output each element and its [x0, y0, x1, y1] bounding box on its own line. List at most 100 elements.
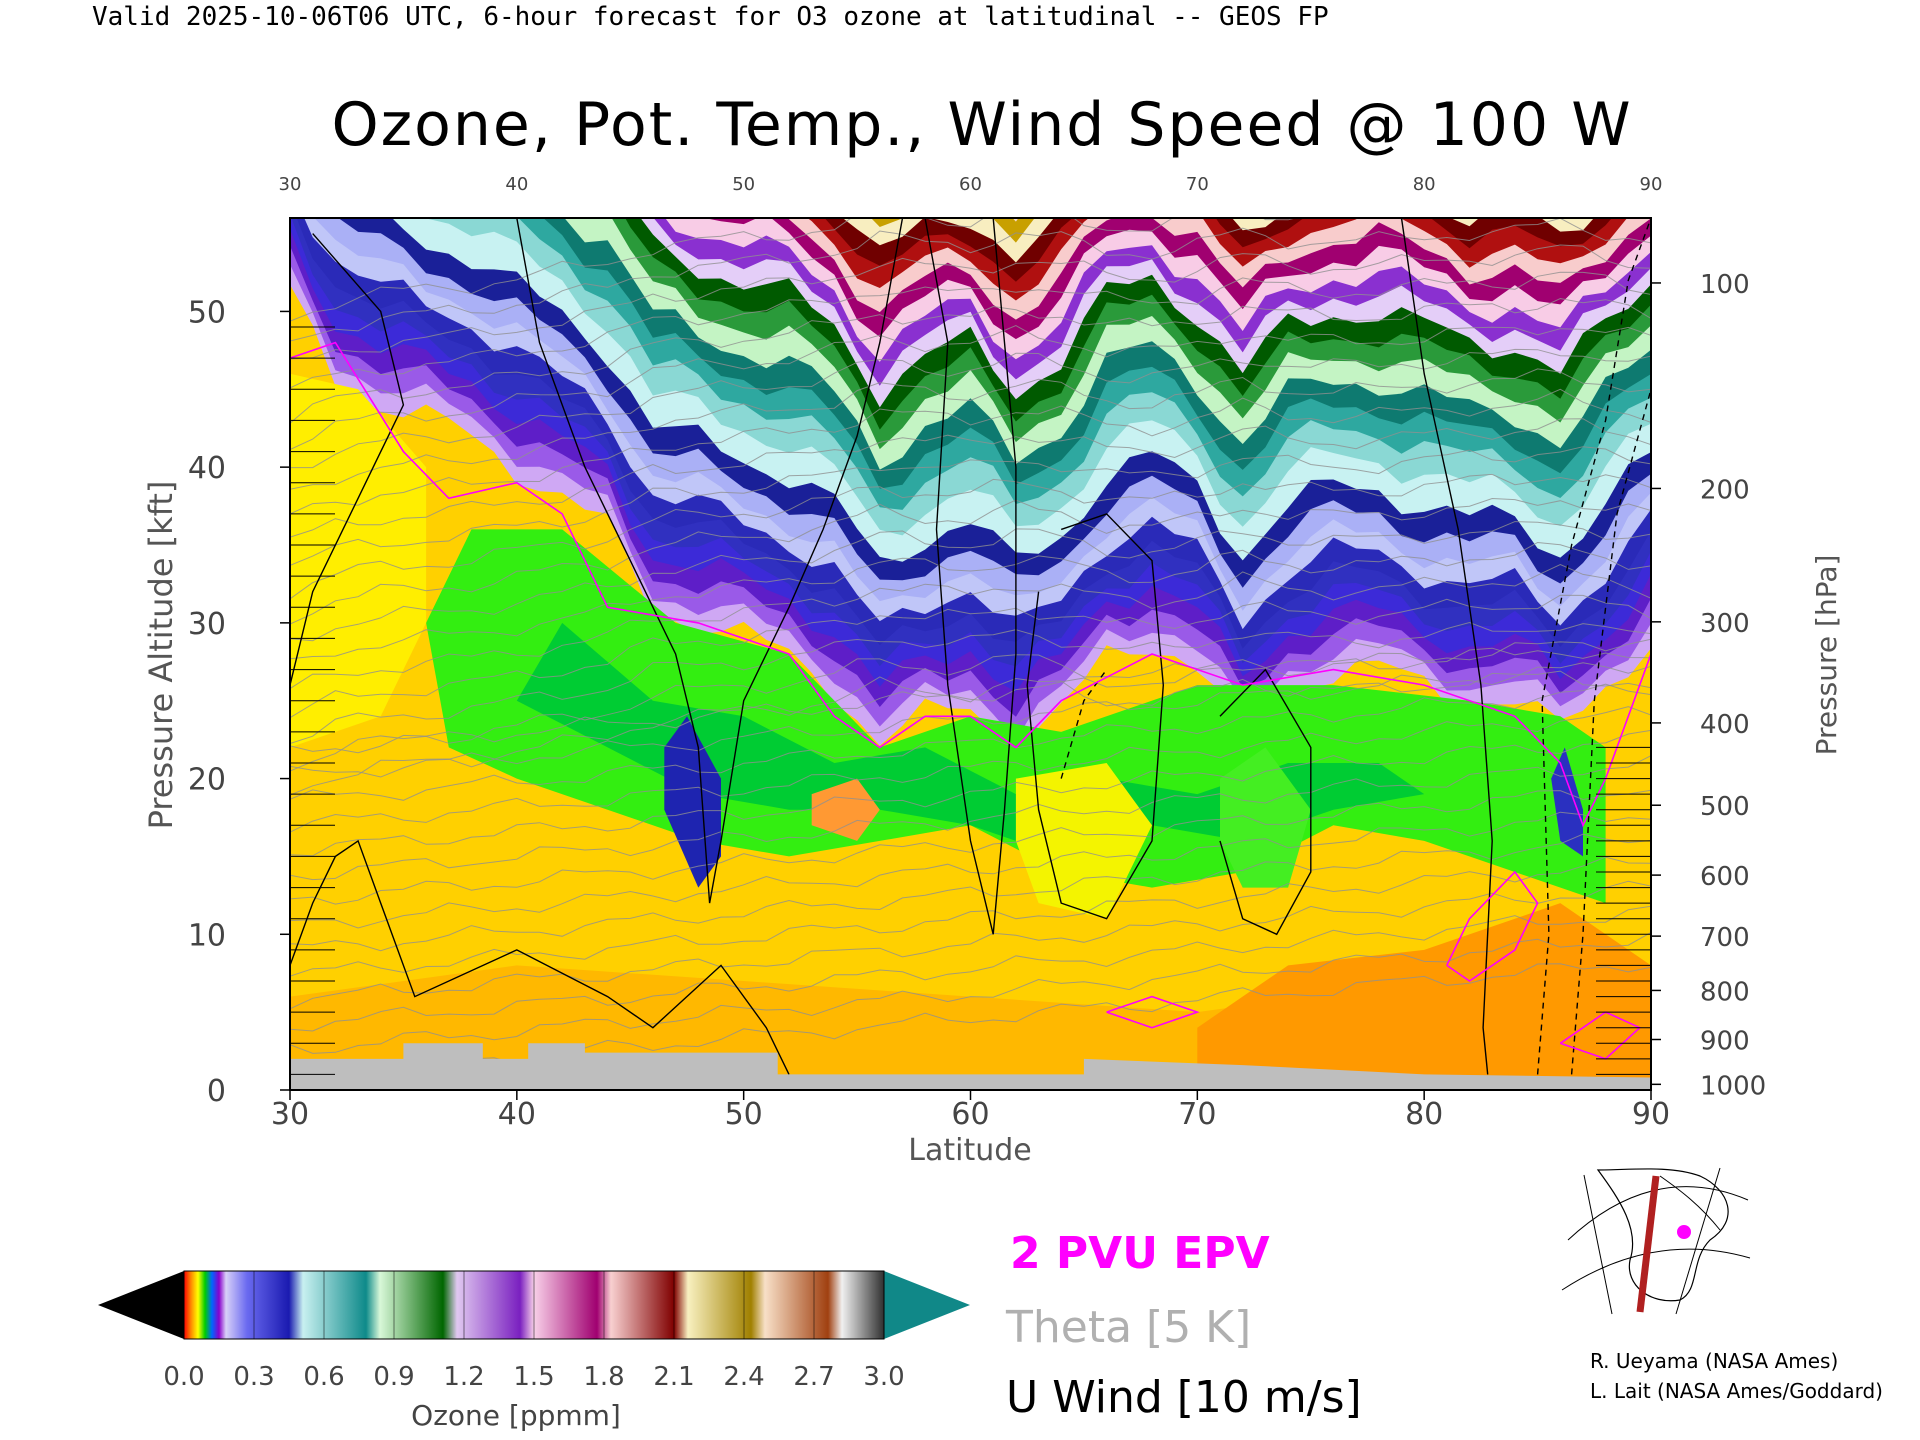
x-tick-label: 80	[1405, 1097, 1443, 1132]
colorbar-tick-label: 1.8	[583, 1362, 624, 1392]
theta-contour	[290, 683, 1651, 801]
x-top-tick-label: 90	[1640, 174, 1663, 195]
epv-contour-main	[290, 341, 1651, 828]
wind-contour-4	[1026, 513, 1165, 920]
wind-contour-2	[516, 218, 904, 904]
legend-epv: 2 PVU EPV	[1010, 1228, 1270, 1279]
theta-contour	[290, 789, 1651, 905]
colorbar-tick-labels: 0.0 0.3 0.6 0.9 1.2 1.5 1.8 2.1 2.4 2.7 3.0	[163, 1362, 904, 1392]
location-dot	[1677, 1225, 1691, 1239]
terrain	[290, 1043, 1651, 1090]
x-tick-label: 50	[725, 1097, 763, 1132]
pressure-tick-label: 200	[1700, 475, 1750, 505]
wind-contour-dashed-3	[1060, 669, 1108, 779]
pressure-tick-label: 700	[1700, 923, 1750, 953]
orange-patch-east	[1197, 903, 1651, 1090]
pressure-tick-label: 800	[1700, 977, 1750, 1007]
theta-contour	[290, 670, 1651, 796]
x-top-tick-label: 70	[1186, 174, 1209, 195]
theta-contour	[290, 497, 1651, 625]
wind-contour-3	[924, 218, 1017, 935]
wind-contour-6	[1400, 218, 1493, 1075]
green-column-72	[1220, 747, 1311, 888]
x-tick-label: 90	[1632, 1097, 1670, 1132]
cross-section-line	[1636, 1175, 1660, 1313]
pressure-tick-label: 300	[1700, 609, 1750, 639]
theta-contour	[290, 325, 1651, 451]
ozone-band-24	[871, 218, 1565, 243]
x-top-tick-label: 80	[1413, 174, 1436, 195]
theta-contour	[290, 564, 1651, 690]
x-top-tick-label: 30	[279, 174, 302, 195]
theta-contour	[290, 755, 1651, 881]
pressure-tick-label: 400	[1700, 710, 1750, 740]
colorbar-tick-label: 0.9	[373, 1362, 414, 1392]
pressure-tick-label: 900	[1700, 1027, 1750, 1057]
pressure-tick-label: 600	[1700, 862, 1750, 892]
theta-contour	[290, 905, 1651, 1032]
x-tick-label: 60	[951, 1097, 989, 1132]
legend-theta: Theta [5 K]	[1005, 1302, 1251, 1353]
theta-contour	[290, 521, 1651, 642]
y-tick-label: 10	[188, 918, 226, 953]
y2-axis-label: Pressure [hPa]	[1810, 555, 1843, 756]
credit-line-2: L. Lait (NASA Ames/Goddard)	[1590, 1379, 1883, 1403]
credits: R. Ueyama (NASA Ames) L. Lait (NASA Ames…	[1590, 1346, 1883, 1406]
theta-contour	[290, 856, 1651, 977]
wind-contour-dashed-1	[1536, 218, 1651, 1075]
x-tick-label: 70	[1178, 1097, 1216, 1132]
y-tick-label: 30	[188, 607, 226, 642]
x-tick-label: 30	[271, 1097, 309, 1132]
colorbar-tick-label: 0.3	[233, 1362, 274, 1392]
x-tick-label: 40	[498, 1097, 536, 1132]
header-text: Valid 2025-10-06T06 UTC, 6-hour forecast…	[92, 2, 1329, 32]
pressure-tick-label: 1000	[1700, 1071, 1766, 1101]
theta-contour	[290, 621, 1651, 744]
theta-contour	[290, 418, 1651, 538]
colorbar-tick-label: 1.2	[443, 1362, 484, 1392]
x-axis-label: Latitude	[908, 1133, 1031, 1168]
epv-contour-low	[1106, 995, 1200, 1029]
wind-contour-dashed-2	[1570, 389, 1651, 1075]
colorbar-tick-label: 2.7	[793, 1362, 834, 1392]
locator-map	[1556, 1164, 1752, 1315]
x-top-tick-label: 50	[732, 174, 755, 195]
theta-contour	[290, 833, 1651, 952]
theta-contour	[290, 811, 1651, 929]
blue-intrusion-48	[664, 716, 721, 888]
theta-contour	[290, 541, 1651, 660]
colorbar-tick-label: 0.6	[303, 1362, 344, 1392]
yellow-patch-west	[290, 373, 427, 748]
theta-contour	[290, 218, 1410, 322]
wind-contours	[290, 218, 1651, 1075]
y-tick-label: 40	[188, 451, 226, 486]
x-top-tick-label: 60	[959, 174, 982, 195]
plot-area	[290, 218, 1651, 1090]
y-axis-label: Pressure Altitude [kft]	[142, 481, 180, 830]
colorbar-tick-label: 1.5	[513, 1362, 554, 1392]
colorbar-tick-label: 0.0	[163, 1362, 204, 1392]
theta-contour	[290, 446, 1651, 566]
theta-contour	[290, 244, 1651, 360]
colorbar-label: Ozone [ppmm]	[411, 1399, 621, 1432]
x-top-tick-label: 40	[505, 174, 528, 195]
theta-contour	[290, 638, 1651, 754]
theta-contour	[290, 594, 1651, 719]
colorbar-over-arrow	[884, 1271, 970, 1339]
ozone-band-23	[842, 218, 1594, 263]
colorbar-tick-label: 2.1	[653, 1362, 694, 1392]
blue-intrusion-87	[1551, 747, 1583, 857]
theta-contour	[290, 218, 1651, 342]
theta-contour	[290, 297, 1651, 424]
epv-contour-east	[1446, 870, 1539, 982]
wind-contour-7	[290, 839, 790, 1075]
pressure-tick-label: 100	[1700, 270, 1750, 300]
y-tick-label: 50	[188, 295, 226, 330]
theta-contour	[290, 473, 1651, 600]
colorbar-tick-label: 3.0	[863, 1362, 904, 1392]
chart-title: Ozone, Pot. Temp., Wind Speed @ 100 W	[331, 90, 1633, 160]
theta-contour	[290, 931, 1651, 1054]
theta-contour	[290, 880, 1651, 1010]
